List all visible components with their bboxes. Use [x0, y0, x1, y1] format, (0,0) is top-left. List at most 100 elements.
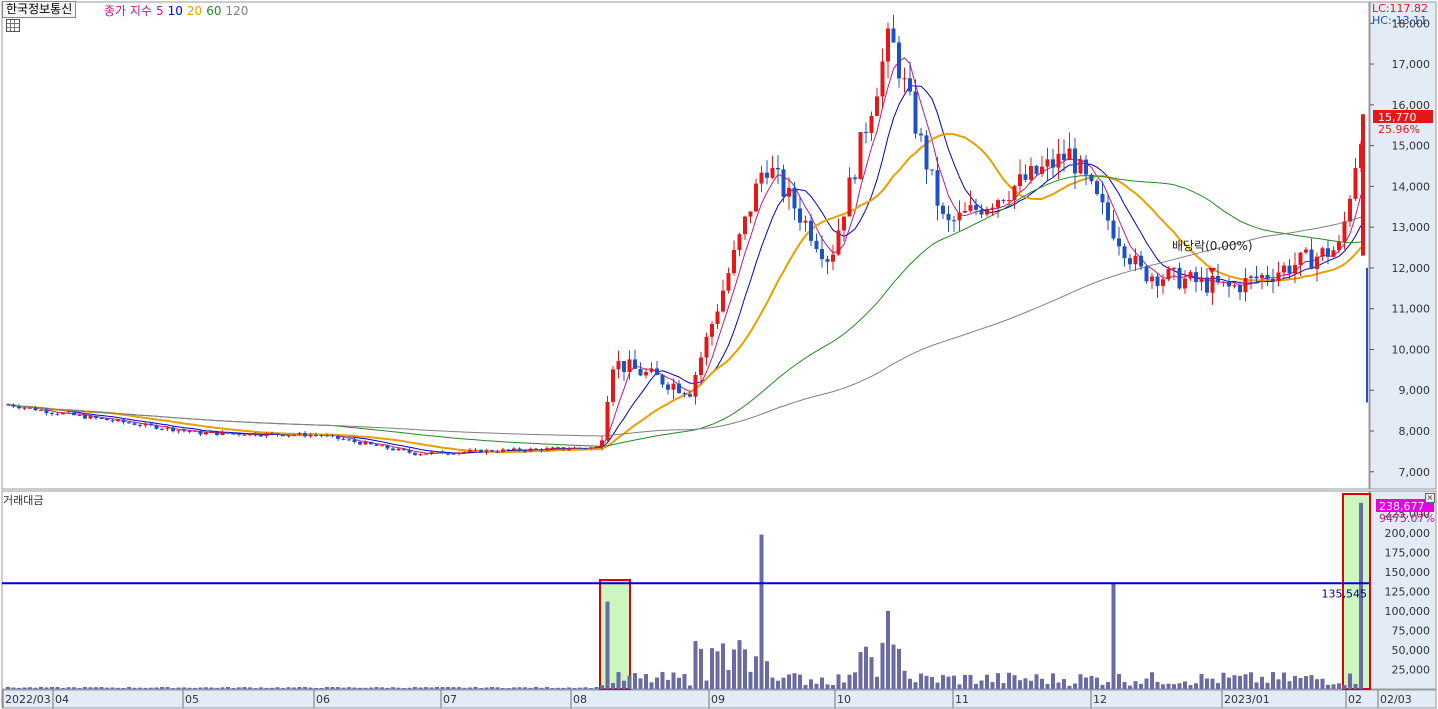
volume-bar: [704, 680, 709, 689]
volume-bar: [446, 687, 450, 689]
volume-bar: [187, 687, 192, 689]
volume-bar: [429, 687, 434, 689]
volume-highlight-aug: [599, 579, 631, 690]
volume-bar: [754, 656, 758, 689]
candle-body: [836, 230, 841, 255]
volume-bar: [286, 687, 291, 689]
candle-body: [1106, 202, 1110, 221]
volume-bar: [660, 671, 665, 689]
volume-bar: [880, 642, 885, 689]
volume-bar: [1001, 683, 1006, 689]
volume-bar: [671, 672, 676, 689]
candle-body: [435, 451, 439, 453]
volume-bar: [55, 686, 60, 689]
volume-bar: [1205, 678, 1209, 689]
volume-bar: [787, 674, 791, 689]
volume-bar: [149, 687, 153, 689]
volume-bar: [1012, 675, 1017, 689]
candle-body: [875, 96, 879, 116]
volume-bar: [363, 687, 368, 689]
candle-body: [457, 452, 461, 454]
volume-bar: [479, 688, 483, 689]
volume-bar: [275, 687, 280, 689]
volume-bar: [1216, 683, 1220, 689]
candle-body: [253, 433, 258, 436]
volume-bar: [138, 687, 142, 689]
candle-body: [187, 430, 192, 432]
volume-bar: [435, 686, 439, 689]
date-axis-bg: [1, 689, 1437, 709]
volume-bar: [242, 687, 247, 689]
volume-bar: [407, 687, 412, 689]
candle-body: [237, 433, 241, 435]
candle-body: [1238, 285, 1242, 293]
volume-bar: [457, 687, 461, 689]
volume-bar: [1188, 685, 1193, 689]
volume-bar: [132, 687, 137, 689]
candle-body: [308, 434, 313, 437]
volume-bar: [990, 682, 995, 689]
candle-body: [1342, 221, 1347, 242]
volume-bar: [1282, 672, 1286, 689]
candle-body: [1062, 153, 1066, 161]
candle-body: [440, 451, 445, 454]
candle-body: [924, 135, 929, 170]
candle-body: [732, 249, 736, 274]
volume-bar: [627, 675, 632, 689]
candle-body: [809, 220, 813, 241]
candle-body: [1122, 246, 1127, 259]
volume-bar: [600, 685, 604, 689]
candle-body: [528, 448, 533, 452]
candle-body: [902, 78, 907, 80]
candle-body: [897, 42, 901, 79]
current-price-box: [1373, 110, 1433, 123]
volume-bar: [715, 651, 720, 689]
volume-bar: [303, 687, 307, 689]
volume-bar: [297, 686, 302, 689]
candle-body: [952, 220, 956, 222]
candle-body: [1243, 278, 1248, 293]
volume-bar: [127, 687, 131, 689]
latest-volume-pct: 9475.07%: [1379, 512, 1435, 525]
grid-icon[interactable]: [6, 19, 20, 32]
candle-body: [660, 375, 665, 385]
volume-bar: [1084, 677, 1088, 689]
volume-bar: [1265, 682, 1270, 689]
volume-bar: [1348, 673, 1352, 689]
volume-bar: [781, 677, 786, 689]
candle-body: [138, 424, 142, 426]
volume-bar: [391, 687, 395, 689]
candle-body: [33, 407, 38, 411]
volume-bar: [985, 674, 989, 689]
candle-body: [627, 359, 632, 372]
stock-name-label[interactable]: 한국정보통신: [2, 1, 77, 18]
volume-bar: [1018, 680, 1022, 689]
candle-body: [968, 205, 973, 211]
volume-bar: [1221, 672, 1226, 689]
candle-body: [490, 450, 494, 452]
date-tick-label: 2023/01: [1224, 693, 1270, 706]
volume-bar: [484, 687, 489, 689]
volume-bar: [77, 687, 82, 689]
volume-bar: [506, 688, 511, 689]
volume-bar: [842, 682, 846, 689]
volume-bar: [490, 686, 494, 689]
price-tick-label: 14,000: [1392, 180, 1431, 193]
candle-body: [1326, 248, 1330, 257]
candle-body: [1172, 267, 1176, 270]
volume-bar: [1194, 683, 1198, 689]
volume-bar: [28, 687, 32, 689]
volume-bar: [160, 687, 164, 689]
date-tick-label: 09: [711, 693, 725, 706]
candle-body: [182, 430, 186, 432]
volume-bar: [1243, 674, 1248, 689]
close-icon[interactable]: ×: [1425, 493, 1435, 503]
volume-bar: [1155, 681, 1160, 689]
volume-bar: [440, 687, 445, 689]
candle-body: [1078, 159, 1083, 174]
candle-body: [957, 212, 962, 221]
candle-body: [1221, 281, 1226, 283]
last-candle-body: [1361, 114, 1365, 256]
candle-body: [567, 448, 571, 450]
